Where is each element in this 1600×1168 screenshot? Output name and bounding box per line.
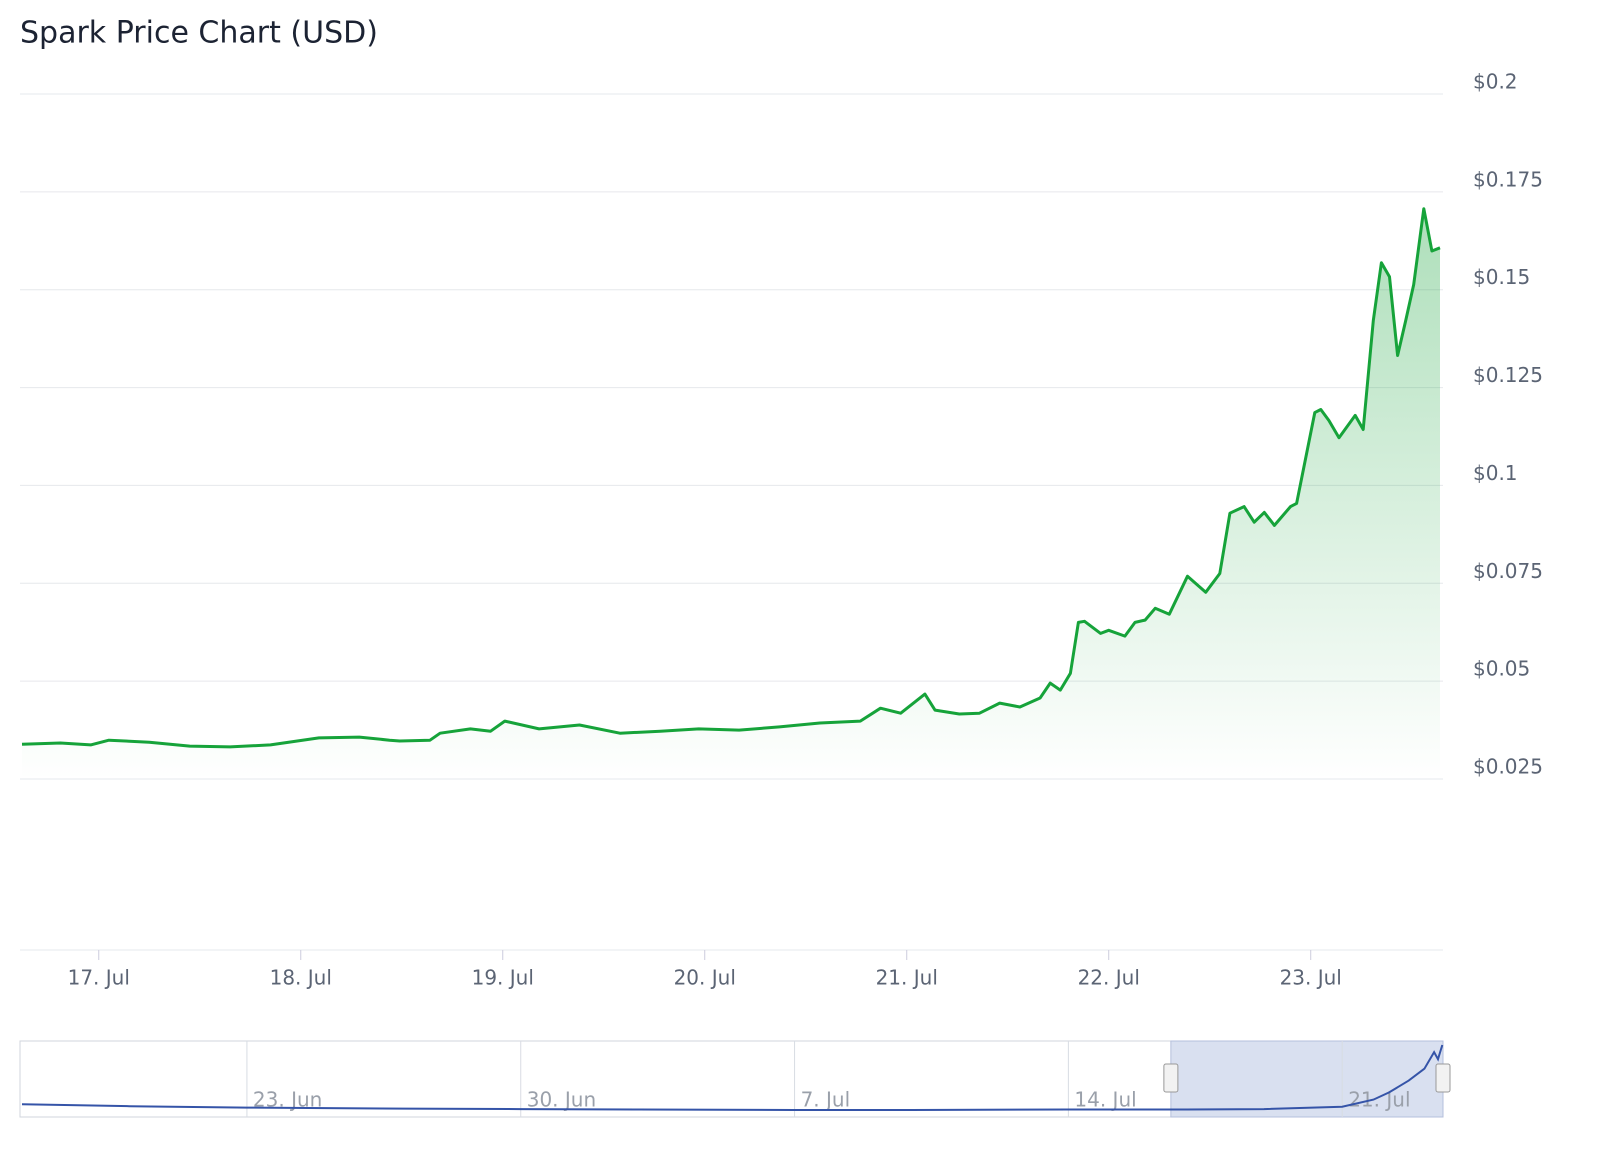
- y-tick-label: $0.075: [1473, 559, 1543, 583]
- x-tick-label: 20. Jul: [674, 966, 736, 990]
- x-tick-label: 18. Jul: [270, 966, 332, 990]
- navigator-handle[interactable]: [1163, 1063, 1179, 1093]
- y-tick-label: $0.125: [1473, 363, 1543, 387]
- x-tick-label: 21. Jul: [876, 966, 938, 990]
- y-tick-label: $0.15: [1473, 265, 1530, 289]
- chart-title: Spark Price Chart (USD): [20, 16, 378, 51]
- y-tick-label: $0.1: [1473, 461, 1518, 485]
- price-line: [21, 207, 1441, 749]
- x-tick-label: 23. Jul: [1280, 966, 1342, 990]
- x-tick-label: 22. Jul: [1078, 966, 1140, 990]
- navigator-tick-label: 30. Jun: [527, 1088, 596, 1112]
- y-tick-label: $0.025: [1473, 755, 1543, 779]
- navigator-handle[interactable]: [1435, 1063, 1451, 1093]
- navigator-tick-label: 7. Jul: [801, 1088, 851, 1112]
- navigator-tick-label: 14. Jul: [1074, 1088, 1136, 1112]
- y-tick-label: $0.05: [1473, 657, 1530, 681]
- y-tick-label: $0.2: [1473, 70, 1518, 94]
- navigator-line: [21, 1044, 1444, 1111]
- price-area: [22, 208, 1440, 779]
- navigator-tick-label: 21. Jul: [1348, 1088, 1410, 1112]
- x-tick-label: 17. Jul: [68, 966, 130, 990]
- x-tick-label: 19. Jul: [472, 966, 534, 990]
- y-tick-label: $0.175: [1473, 167, 1543, 191]
